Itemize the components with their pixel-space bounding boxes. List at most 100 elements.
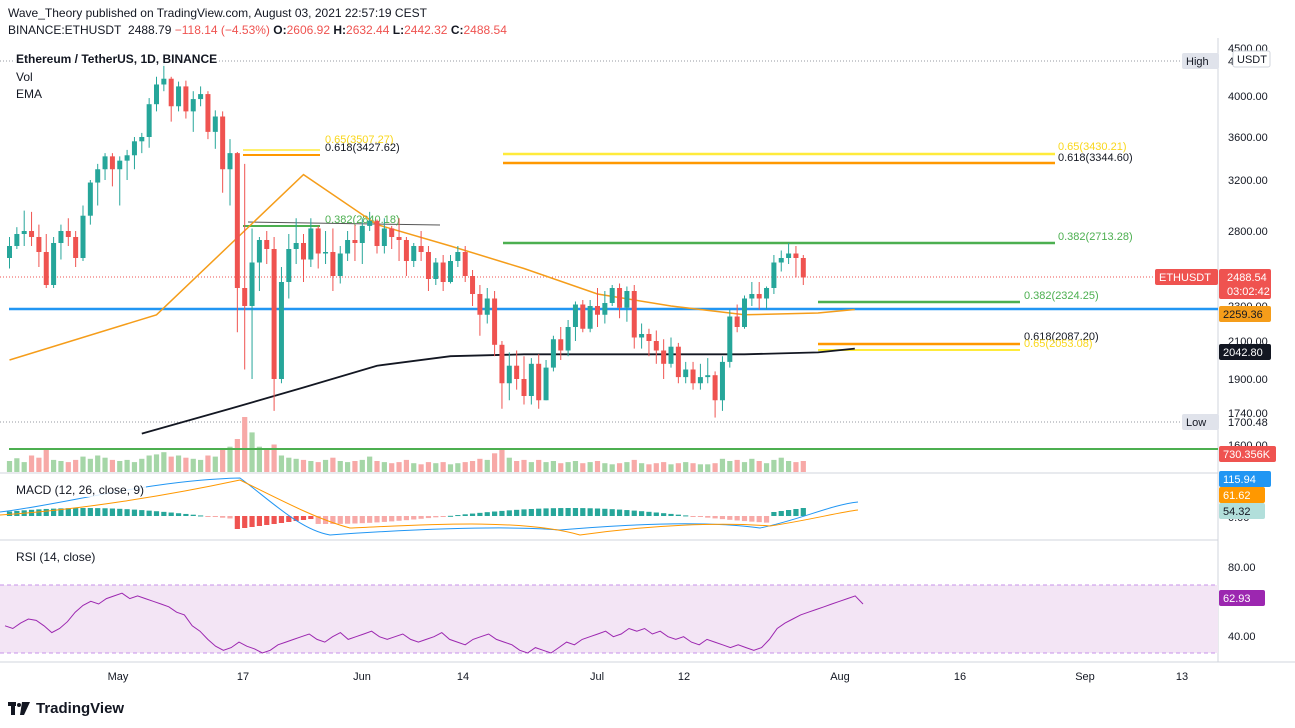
low-value: 2442.32 bbox=[404, 23, 448, 37]
candle-body bbox=[29, 231, 35, 237]
volume-bar bbox=[198, 459, 204, 472]
volume-bar bbox=[778, 457, 784, 472]
chart-title: Ethereum / TetherUS, 1D, BINANCE bbox=[14, 52, 220, 66]
candle-body bbox=[462, 252, 468, 276]
volume-bar bbox=[661, 462, 667, 472]
macd-histogram-bar bbox=[719, 516, 726, 520]
macd-histogram-bar bbox=[668, 513, 674, 516]
macd-histogram-bar bbox=[763, 516, 770, 523]
volume-bar bbox=[227, 446, 233, 472]
candle-body bbox=[712, 375, 718, 401]
volume-bar bbox=[514, 461, 520, 472]
macd-histogram-bar bbox=[396, 516, 402, 521]
macd-histogram-bar bbox=[403, 516, 409, 521]
candle-body bbox=[117, 160, 123, 170]
time-tick-label: 12 bbox=[678, 671, 690, 683]
fib-label-low-0382: 0.382(2324.25) bbox=[1024, 290, 1099, 302]
candle-body bbox=[87, 182, 93, 216]
candle-body bbox=[51, 243, 57, 285]
time-tick-label: Jun bbox=[353, 671, 371, 683]
tradingview-logo[interactable]: TradingView bbox=[8, 700, 124, 717]
ema-slow-line bbox=[141, 347, 855, 435]
macd-histogram-bar bbox=[220, 516, 226, 518]
rsi-legend[interactable]: RSI (14, close) bbox=[14, 550, 98, 564]
macd-histogram-bar bbox=[58, 508, 64, 516]
rsi-tag: 62.93 bbox=[1223, 593, 1251, 605]
volume-bar bbox=[550, 461, 556, 472]
volume-bar bbox=[572, 461, 579, 472]
volume-bar bbox=[675, 463, 681, 472]
time-tick-label: 13 bbox=[1176, 671, 1188, 683]
volume-bar bbox=[705, 464, 711, 472]
macd-histogram-bar bbox=[139, 510, 145, 516]
volume-bar bbox=[256, 446, 262, 472]
candle-body bbox=[425, 252, 431, 279]
macd-histogram-bar bbox=[234, 516, 240, 529]
macd-histogram-bar bbox=[705, 516, 711, 518]
volume-bar bbox=[381, 462, 387, 472]
volume-bar bbox=[609, 464, 615, 472]
macd-histogram-bar bbox=[381, 516, 387, 522]
time-tick-label: Sep bbox=[1075, 671, 1095, 683]
macd-histogram-bar bbox=[587, 508, 593, 516]
volume-bar bbox=[484, 459, 490, 472]
volume-bar bbox=[153, 454, 160, 472]
volume-bar bbox=[536, 459, 542, 472]
volume-bar bbox=[565, 462, 571, 472]
volume-bar bbox=[499, 450, 505, 472]
volume-bar bbox=[447, 464, 454, 472]
macd-histogram-bar bbox=[536, 508, 542, 516]
last-price-tag: 2488.54 bbox=[1227, 272, 1267, 284]
candle-body bbox=[146, 104, 152, 137]
last-price: 2488.79 bbox=[128, 23, 172, 37]
price-tick-label: 1740.00 bbox=[1228, 408, 1268, 420]
volume-bar bbox=[425, 462, 432, 472]
ohlc-line: BINANCE:ETHUSDT 2488.79 −118.14 (−4.53%)… bbox=[8, 23, 507, 37]
volume-bar bbox=[242, 417, 248, 472]
fib-label-left-0618: 0.618(3427.62) bbox=[325, 142, 400, 154]
low-tag-label-bg bbox=[1182, 414, 1219, 430]
volume-bar bbox=[161, 452, 167, 472]
volume-bar bbox=[87, 458, 93, 472]
macd-histogram-bar bbox=[73, 508, 79, 516]
rsi-tag-bg bbox=[1219, 590, 1265, 606]
macd-histogram-bar bbox=[550, 508, 556, 516]
volume-bar bbox=[712, 463, 718, 472]
volume-bar bbox=[727, 461, 733, 472]
candle-body bbox=[536, 363, 542, 401]
macd-histogram-bar bbox=[374, 516, 380, 523]
candle-body bbox=[381, 228, 387, 246]
macd-histogram-bar bbox=[190, 514, 196, 516]
candle-body bbox=[176, 86, 182, 107]
volume-bar bbox=[602, 463, 608, 472]
macd-histogram-bar bbox=[528, 508, 534, 516]
candle-body bbox=[367, 220, 373, 226]
candle-body bbox=[705, 375, 711, 378]
candle-body bbox=[433, 262, 439, 279]
ema-legend[interactable]: EMA bbox=[14, 87, 45, 101]
candle-body bbox=[602, 303, 608, 315]
macd-histogram-bar bbox=[205, 516, 211, 517]
volume-bar bbox=[469, 461, 476, 472]
candle-body bbox=[205, 94, 211, 132]
macd-histogram-bar bbox=[80, 508, 86, 516]
volume-bar bbox=[6, 461, 13, 472]
candle-body bbox=[271, 249, 277, 379]
macd-histogram-bar bbox=[455, 515, 461, 517]
volume-bar bbox=[403, 459, 409, 472]
candle-body bbox=[198, 94, 204, 100]
macd-histogram-bar bbox=[359, 516, 365, 524]
macd-legend[interactable]: MACD (12, 26, close, 9) bbox=[14, 483, 147, 497]
candle-body bbox=[234, 153, 240, 288]
vol-legend[interactable]: Vol bbox=[14, 70, 35, 84]
macd-histogram-bar bbox=[315, 516, 321, 524]
macd-histogram-bar bbox=[264, 516, 270, 525]
candle-body bbox=[102, 156, 108, 170]
candle-body bbox=[661, 350, 667, 364]
macd-histogram-bar bbox=[242, 516, 248, 528]
macd-histogram-bar bbox=[749, 516, 755, 522]
macd-histogram-bar bbox=[300, 516, 307, 520]
macd-histogram-bar bbox=[418, 516, 424, 519]
macd-histogram-bar bbox=[484, 512, 490, 516]
